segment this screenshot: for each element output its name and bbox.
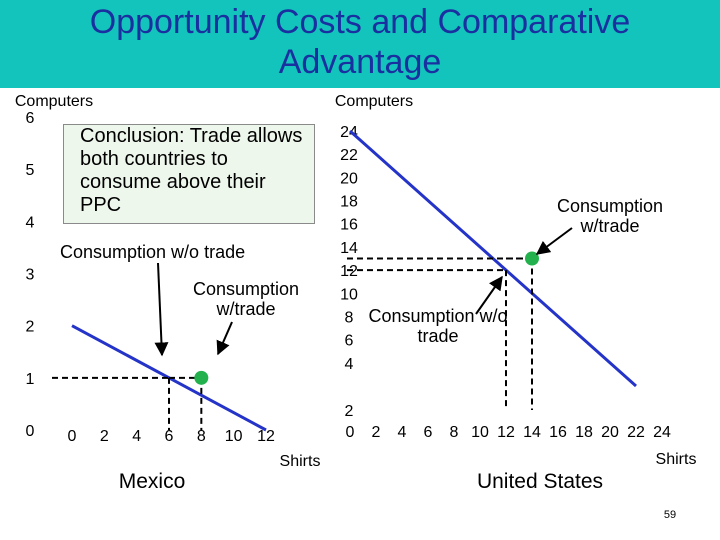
mexico-x-tick: 6 xyxy=(165,428,174,445)
us-x-tick: 16 xyxy=(549,424,567,441)
page-number: 59 xyxy=(664,509,676,521)
us-x-tick: 24 xyxy=(653,424,671,441)
us-trade-point xyxy=(525,251,539,266)
mexico-label-with-trade: Consumption w/trade xyxy=(193,279,299,319)
mexico-ylabel: Computers xyxy=(15,93,93,110)
us-arrow-without-trade xyxy=(475,275,503,315)
us-x-ticks: 0 2 4 6 8 10 12 14 16 18 20 22 24 xyxy=(346,424,671,441)
us-x-tick: 12 xyxy=(497,424,515,441)
us-title: United States xyxy=(477,470,603,493)
us-arrow-with-trade xyxy=(535,227,573,255)
us-x-tick: 4 xyxy=(398,424,407,441)
us-y-tick: 8 xyxy=(345,309,354,326)
mexico-x-tick: 12 xyxy=(257,428,275,445)
mexico-y-tick: 4 xyxy=(26,214,35,231)
us-y-tick: 16 xyxy=(340,217,358,234)
us-x-tick: 14 xyxy=(523,424,541,441)
mexico-x-tick: 10 xyxy=(225,428,243,445)
us-x-tick: 8 xyxy=(450,424,459,441)
us-label-without-trade: Consumption w/o trade xyxy=(368,306,507,346)
us-y-tick: 14 xyxy=(340,240,358,257)
us-guide-lines xyxy=(347,257,533,410)
us-x-tick: 10 xyxy=(471,424,489,441)
us-x-tick: 2 xyxy=(372,424,381,441)
mexico-y-tick: 3 xyxy=(26,267,35,284)
us-y-tick: 4 xyxy=(345,356,354,373)
mexico-x-tick: 8 xyxy=(197,428,206,445)
us-y-tick: 6 xyxy=(345,333,354,350)
us-x-tick: 18 xyxy=(575,424,593,441)
mexico-y-ticks: 0 1 2 3 4 5 6 xyxy=(26,110,35,440)
us-y-tick: 2 xyxy=(345,403,354,420)
us-x-tick: 0 xyxy=(346,424,355,441)
slide-title: Opportunity Costs and Comparative Advant… xyxy=(89,3,631,81)
mexico-guide-lines xyxy=(52,376,203,430)
mexico-title: Mexico xyxy=(119,470,186,493)
slide-header xyxy=(0,0,720,88)
mexico-xlabel: Shirts xyxy=(280,453,321,470)
us-y-tick: 24 xyxy=(340,124,358,141)
mexico-x-tick: 4 xyxy=(132,428,141,445)
us-ylabel: Computers xyxy=(335,93,413,110)
mexico-label-without-trade: Consumption w/o trade xyxy=(60,242,245,262)
us-x-tick: 22 xyxy=(627,424,645,441)
mexico-y-tick: 1 xyxy=(26,371,35,388)
mexico-trade-point xyxy=(194,370,209,385)
mexico-x-ticks: 0 2 4 6 8 10 12 xyxy=(68,428,275,445)
mexico-arrow-with-trade xyxy=(216,321,233,356)
mexico-y-tick: 6 xyxy=(26,110,35,127)
us-xlabel: Shirts xyxy=(656,451,697,468)
mexico-y-tick: 5 xyxy=(26,162,35,179)
us-chart: Computers Shirts United States 246810121… xyxy=(335,93,697,493)
mexico-x-tick: 0 xyxy=(68,428,77,445)
us-x-tick: 20 xyxy=(601,424,619,441)
mexico-arrow-without-trade xyxy=(154,262,169,357)
mexico-y-tick: 0 xyxy=(26,423,35,440)
us-y-tick: 12 xyxy=(340,263,358,280)
us-y-tick: 18 xyxy=(340,194,358,211)
mexico-x-tick: 2 xyxy=(100,428,109,445)
us-y-tick: 20 xyxy=(340,170,358,187)
us-x-tick: 6 xyxy=(424,424,433,441)
us-y-tick: 10 xyxy=(340,286,358,303)
conclusion-text: Conclusion: Trade allows both countries … xyxy=(80,125,303,216)
mexico-y-tick: 2 xyxy=(26,319,35,336)
us-y-tick: 22 xyxy=(340,147,358,164)
conclusion-box xyxy=(63,124,315,224)
us-label-with-trade: Consumption w/trade xyxy=(557,196,663,236)
